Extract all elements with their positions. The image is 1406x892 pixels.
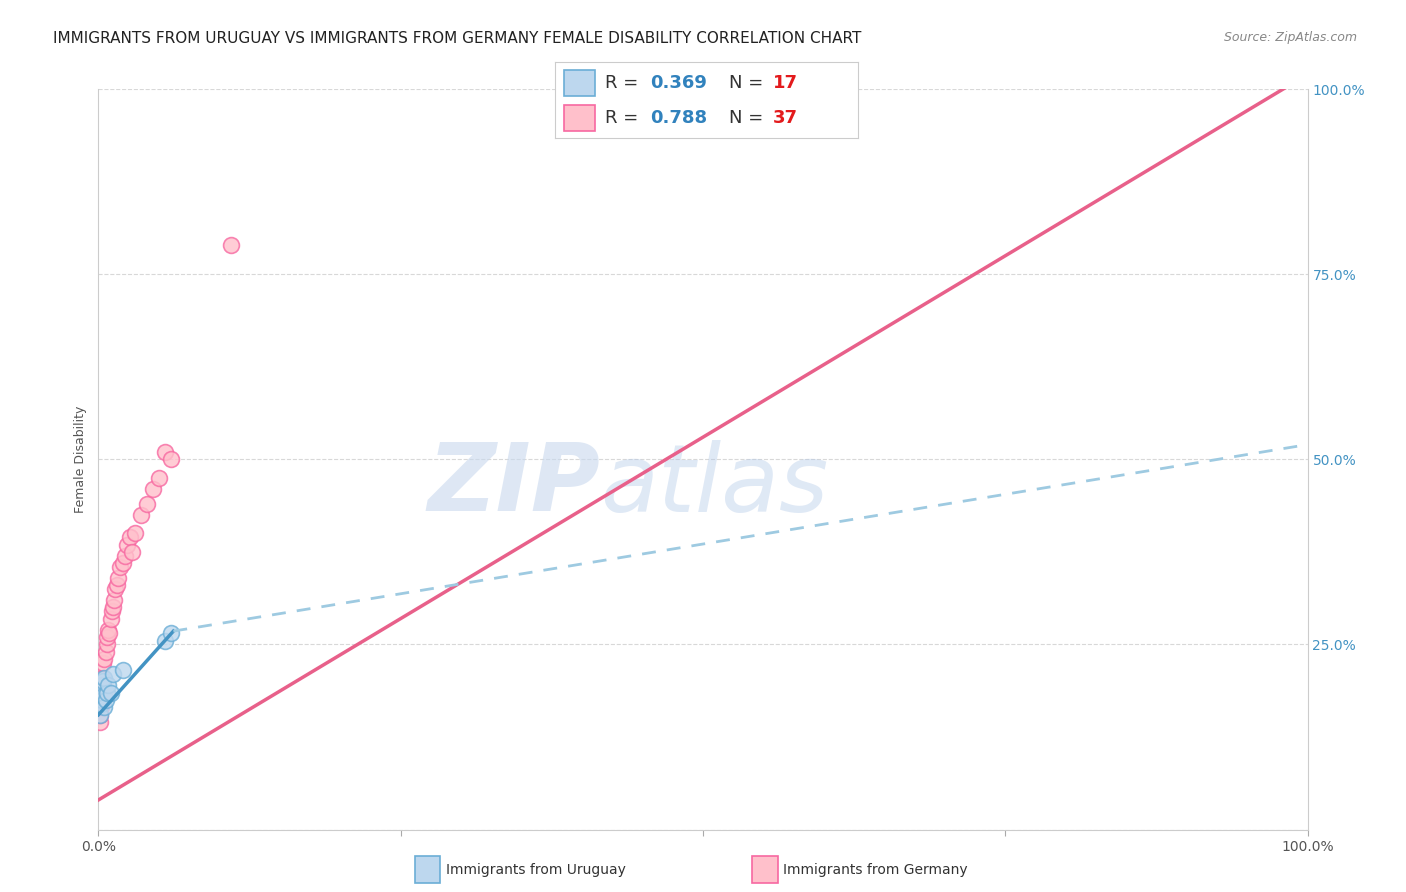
- Point: [93, 685, 115, 699]
- Point: [129, 508, 152, 522]
- Point: [752, 104, 775, 119]
- Text: Immigrants from Germany: Immigrants from Germany: [783, 863, 967, 877]
- Point: [121, 545, 143, 559]
- Point: [111, 556, 134, 570]
- Point: [148, 471, 170, 485]
- Point: [91, 656, 114, 670]
- Point: [135, 497, 157, 511]
- Point: [94, 693, 117, 707]
- Point: [114, 549, 136, 563]
- Point: [91, 671, 114, 685]
- Point: [160, 626, 183, 640]
- Point: [93, 671, 115, 685]
- Point: [104, 582, 127, 596]
- Text: atlas: atlas: [600, 440, 828, 531]
- Point: [91, 693, 114, 707]
- Text: 37: 37: [773, 109, 799, 127]
- Point: [117, 537, 139, 551]
- Point: [100, 604, 122, 618]
- Point: [91, 693, 114, 707]
- Point: [160, 452, 183, 467]
- Point: [91, 690, 114, 704]
- Text: Immigrants from Uruguay: Immigrants from Uruguay: [446, 863, 626, 877]
- Text: 0.788: 0.788: [651, 109, 707, 127]
- Point: [105, 578, 128, 592]
- Point: [97, 623, 120, 637]
- Text: Source: ZipAtlas.com: Source: ZipAtlas.com: [1223, 31, 1357, 45]
- Point: [89, 707, 111, 722]
- Point: [118, 530, 141, 544]
- Point: [96, 630, 118, 644]
- Text: R =: R =: [605, 109, 644, 127]
- Point: [100, 611, 122, 625]
- Point: [91, 678, 114, 692]
- Point: [94, 645, 117, 659]
- Point: [96, 685, 118, 699]
- Point: [124, 526, 146, 541]
- Point: [153, 633, 176, 648]
- Point: [221, 237, 243, 252]
- Text: R =: R =: [605, 74, 644, 92]
- Point: [96, 637, 118, 651]
- Point: [93, 652, 115, 666]
- Point: [89, 707, 111, 722]
- Point: [100, 685, 122, 699]
- Text: 17: 17: [773, 74, 799, 92]
- Text: IMMIGRANTS FROM URUGUAY VS IMMIGRANTS FROM GERMANY FEMALE DISABILITY CORRELATION: IMMIGRANTS FROM URUGUAY VS IMMIGRANTS FR…: [53, 31, 862, 46]
- Text: N =: N =: [730, 109, 769, 127]
- Point: [111, 664, 134, 678]
- Point: [90, 690, 112, 704]
- Text: 0.369: 0.369: [651, 74, 707, 92]
- FancyBboxPatch shape: [564, 105, 595, 130]
- Point: [90, 685, 112, 699]
- Point: [153, 445, 176, 459]
- Point: [103, 593, 125, 607]
- Point: [108, 559, 131, 574]
- Point: [90, 700, 112, 714]
- Point: [93, 700, 115, 714]
- Point: [107, 571, 129, 585]
- FancyBboxPatch shape: [564, 70, 595, 95]
- Text: ZIP: ZIP: [427, 439, 600, 532]
- Y-axis label: Female Disability: Female Disability: [75, 406, 87, 513]
- Point: [101, 600, 124, 615]
- Point: [101, 667, 124, 681]
- Point: [97, 678, 120, 692]
- Point: [142, 482, 165, 496]
- Point: [98, 626, 121, 640]
- Point: [90, 697, 112, 711]
- Point: [91, 678, 114, 692]
- Text: N =: N =: [730, 74, 769, 92]
- Point: [89, 715, 111, 730]
- Point: [91, 674, 114, 689]
